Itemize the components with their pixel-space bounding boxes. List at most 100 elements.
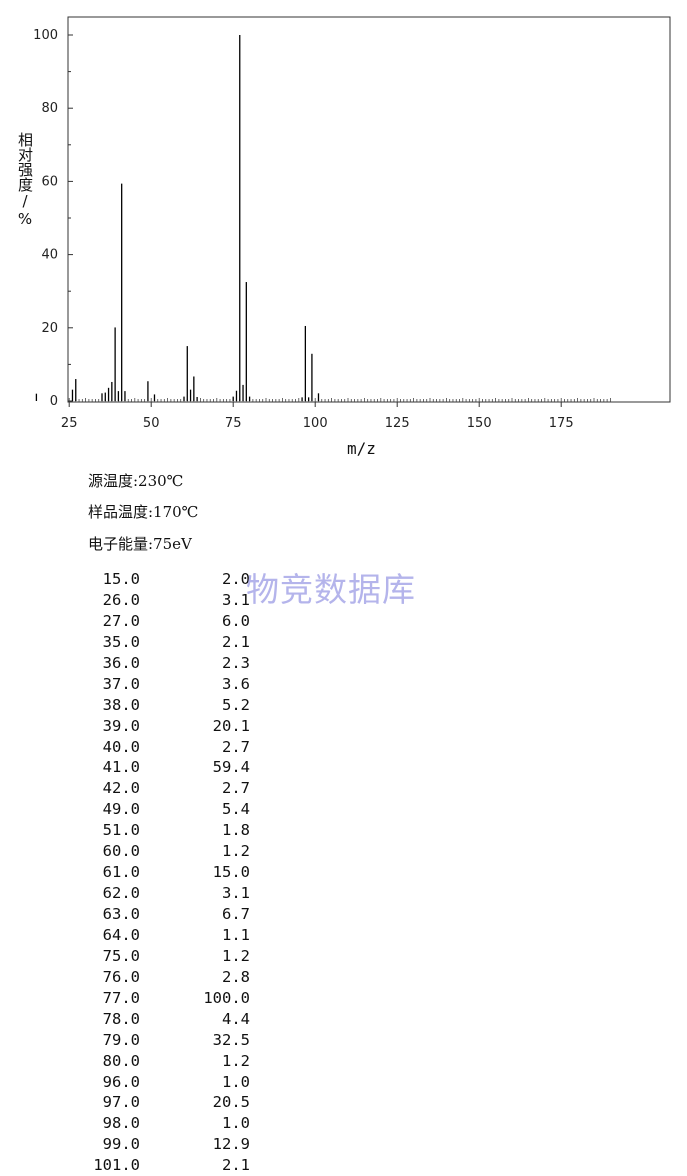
x-tick-label: 125 — [385, 416, 410, 431]
peak-mz: 60.0 — [102, 842, 140, 861]
x-tick-label: 25 — [61, 416, 78, 431]
peak-row: 38.0 5.2 — [86, 695, 250, 716]
peak-mz: 42.0 — [102, 779, 140, 798]
peak-row: 26.0 3.1 — [86, 590, 250, 611]
peak-row: 63.0 6.7 — [86, 904, 250, 925]
peak-row: 37.0 3.6 — [86, 674, 250, 695]
peak-abundance: 2.0 — [222, 570, 250, 588]
peak-row: 60.0 1.2 — [86, 841, 250, 862]
peak-abundance: 6.0 — [222, 611, 250, 630]
peak-abundance: 2.1 — [222, 632, 250, 651]
peak-mz: 27.0 — [102, 611, 140, 630]
peak-mz: 36.0 — [102, 653, 140, 672]
y-tick-label: 80 — [41, 101, 58, 116]
x-tick-label: 50 — [143, 416, 160, 431]
peak-mz: 98.0 — [102, 1114, 140, 1133]
peak-row: 97.0 20.5 — [86, 1092, 250, 1113]
peak-row: 80.0 1.2 — [86, 1051, 250, 1072]
peak-mz: 35.0 — [102, 632, 140, 651]
peak-abundance: 1.2 — [222, 1051, 250, 1070]
peak-abundance: 2.3 — [222, 653, 250, 672]
peak-abundance: 59.4 — [212, 758, 250, 777]
peak-abundance: 32.5 — [212, 1030, 250, 1049]
electron-energy: 电子能量:75eV — [88, 535, 192, 553]
y-tick-label: 40 — [41, 248, 58, 263]
peak-row: 76.0 2.8 — [86, 967, 250, 988]
peak-row: 40.0 2.7 — [86, 737, 250, 758]
x-tick-label: 175 — [549, 416, 574, 431]
peak-row: 35.0 2.1 — [86, 632, 250, 653]
peak-mz: 61.0 — [102, 863, 140, 882]
peak-mz: 38.0 — [102, 695, 140, 714]
peak-row: 77.0 100.0 — [86, 988, 250, 1009]
peak-abundance: 1.0 — [222, 1072, 250, 1091]
peak-abundance: 1.8 — [222, 821, 250, 840]
peak-mz: 15.0 — [102, 570, 140, 588]
peak-mz: 78.0 — [102, 1009, 140, 1028]
peak-row: 64.0 1.1 — [86, 925, 250, 946]
peak-mz: 26.0 — [102, 590, 140, 609]
peak-mz: 99.0 — [102, 1135, 140, 1154]
x-axis: 25 50 75 100 125 150 175 — [61, 402, 574, 431]
peak-abundance: 3.1 — [222, 590, 250, 609]
peak-row: 62.0 3.1 — [86, 883, 250, 904]
peak-row: 51.0 1.8 — [86, 820, 250, 841]
peak-mz: 64.0 — [102, 925, 140, 944]
peak-abundance: 1.2 — [222, 842, 250, 861]
peak-mz: 76.0 — [102, 967, 140, 986]
watermark: 物竞数据库 — [246, 570, 416, 609]
peak-abundance: 2.7 — [222, 737, 250, 756]
peak-mz: 51.0 — [102, 821, 140, 840]
peak-abundance: 4.4 — [222, 1009, 250, 1028]
peak-list-table: 15.0 2.0 26.0 3.1 27.0 6.0 35.0 2.1 36.0 2.3 37.0 3… — [86, 569, 250, 1176]
sample-temperature: 样品温度:170℃ — [88, 503, 199, 521]
peak-mz: 62.0 — [102, 884, 140, 903]
peak-abundance: 2.8 — [222, 967, 250, 986]
mass-spectrum-chart: 0 20 40 60 80 100 25 50 75 100 125 150 175 — [33, 16, 671, 431]
peak-row: 61.0 15.0 — [86, 862, 250, 883]
peak-row: 49.0 5.4 — [86, 799, 250, 820]
peak-row: 42.0 2.7 — [86, 778, 250, 799]
x-minor-ticks — [68, 398, 611, 402]
peak-mz: 37.0 — [102, 674, 140, 693]
peak-abundance: 3.6 — [222, 674, 250, 693]
peak-abundance: 1.1 — [222, 925, 250, 944]
y-axis: 0 20 40 60 80 100 — [33, 28, 73, 409]
peak-row: 39.0 20.1 — [86, 716, 250, 737]
peak-mz: 49.0 — [102, 800, 140, 819]
peak-row: 36.0 2.3 — [86, 653, 250, 674]
peak-row: 96.0 1.0 — [86, 1072, 250, 1093]
peak-row: 41.0 59.4 — [86, 757, 250, 778]
peak-mz: 80.0 — [102, 1051, 140, 1070]
peak-mz: 39.0 — [102, 716, 140, 735]
peak-mz: 63.0 — [102, 905, 140, 923]
x-axis-label: m/z — [347, 439, 376, 458]
peak-abundance: 20.1 — [212, 716, 250, 735]
x-tick-label: 75 — [225, 416, 242, 431]
peak-mz: 79.0 — [102, 1030, 140, 1049]
peak-row: 75.0 1.2 — [86, 946, 250, 967]
peak-mz: 97.0 — [102, 1093, 140, 1112]
peak-abundance: 1.0 — [222, 1114, 250, 1133]
peak-row: 27.0 6.0 — [86, 611, 250, 632]
y-tick-label: 60 — [41, 174, 58, 189]
peak-mz: 40.0 — [102, 737, 140, 756]
peak-abundance: 100.0 — [203, 988, 250, 1007]
peak-row: 101.0 2.1 — [86, 1155, 250, 1176]
peak-row: 79.0 32.5 — [86, 1030, 250, 1051]
peak-abundance: 5.4 — [222, 800, 250, 819]
y-tick-label: 20 — [41, 321, 58, 336]
x-tick-label: 150 — [467, 416, 492, 431]
peak-row: 78.0 4.4 — [86, 1009, 250, 1030]
plot-frame — [67, 16, 671, 403]
peak-row: 15.0 2.0 — [86, 569, 250, 590]
peak-abundance: 5.2 — [222, 695, 250, 714]
peak-abundance: 2.1 — [222, 1156, 250, 1175]
peak-abundance: 1.2 — [222, 946, 250, 965]
y-tick-label: 100 — [33, 28, 58, 43]
peak-mz: 77.0 — [102, 988, 140, 1007]
peak-abundance: 12.9 — [212, 1135, 250, 1154]
peak-mz: 96.0 — [102, 1072, 140, 1091]
peak-mz: 75.0 — [102, 946, 140, 965]
peak-mz: 101.0 — [93, 1156, 140, 1175]
